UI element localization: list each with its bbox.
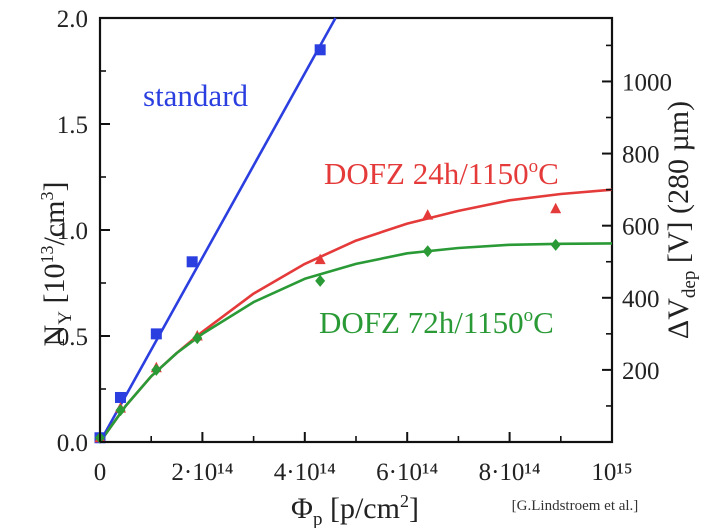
x-tick-label: 2·10¹⁴ [171, 459, 233, 486]
data-point-diamond [422, 245, 433, 258]
y-left-tick-label: 0.5 [57, 324, 88, 351]
y-right-tick-label: 200 [622, 358, 660, 385]
fit-curves [98, 17, 613, 443]
y-right-tick-label: 800 [622, 142, 660, 169]
credit-text: [G.Lindstroem et al.] [512, 498, 639, 514]
series-label-dofz72: DOFZ 72h/1150oC [319, 305, 554, 340]
y-left-tick-label: 1.0 [57, 218, 88, 245]
y-axis-left-title: NY [1013/cm3] [37, 182, 76, 347]
data-point-diamond [550, 238, 561, 251]
y-left-tick-label: 0.0 [57, 430, 88, 457]
y-left-tick-label: 2.0 [57, 6, 88, 33]
x-axis-title: Φp [p/cm2] [291, 491, 419, 528]
series-label-standard: standard [143, 78, 249, 113]
y-right-tick-label: 400 [622, 286, 660, 313]
fit-line [98, 17, 337, 443]
x-tick-label: 8·10¹⁴ [479, 459, 541, 486]
data-point-square [186, 256, 198, 268]
x-tick-label: 0 [94, 459, 107, 486]
y-axis-right-title: ΔVdep [V] (280 µm) [662, 101, 700, 339]
y-right-tick-label: 600 [622, 214, 660, 241]
x-tick-label: 10¹⁵ [591, 459, 632, 486]
fit-line [98, 242, 613, 443]
data-point-triangle [550, 202, 562, 214]
data-point-square [114, 391, 126, 403]
x-tick-label: 4·10¹⁴ [274, 459, 336, 486]
y-left-tick-label: 1.5 [57, 112, 88, 139]
data-point-triangle [422, 209, 434, 220]
y-right-tick-label: 1000 [622, 69, 672, 96]
data-point-square [314, 44, 326, 56]
data-point-square [150, 328, 162, 340]
data-point-diamond [315, 274, 326, 287]
axis-ticks: 0 2·10¹⁴ 4·10¹⁴ 6·10¹⁴ 8·10¹⁴ 10¹⁵ 0.0 0.5 1.0 1.… [57, 6, 672, 486]
series-label-dofz24: DOFZ 24h/1150oC [324, 156, 559, 191]
data-point-diamond [151, 363, 162, 376]
data-point-diamond [115, 404, 126, 417]
x-tick-label: 6·10¹⁴ [376, 459, 438, 486]
data-point-diamond [192, 332, 203, 345]
data-point-triangle [314, 253, 326, 265]
